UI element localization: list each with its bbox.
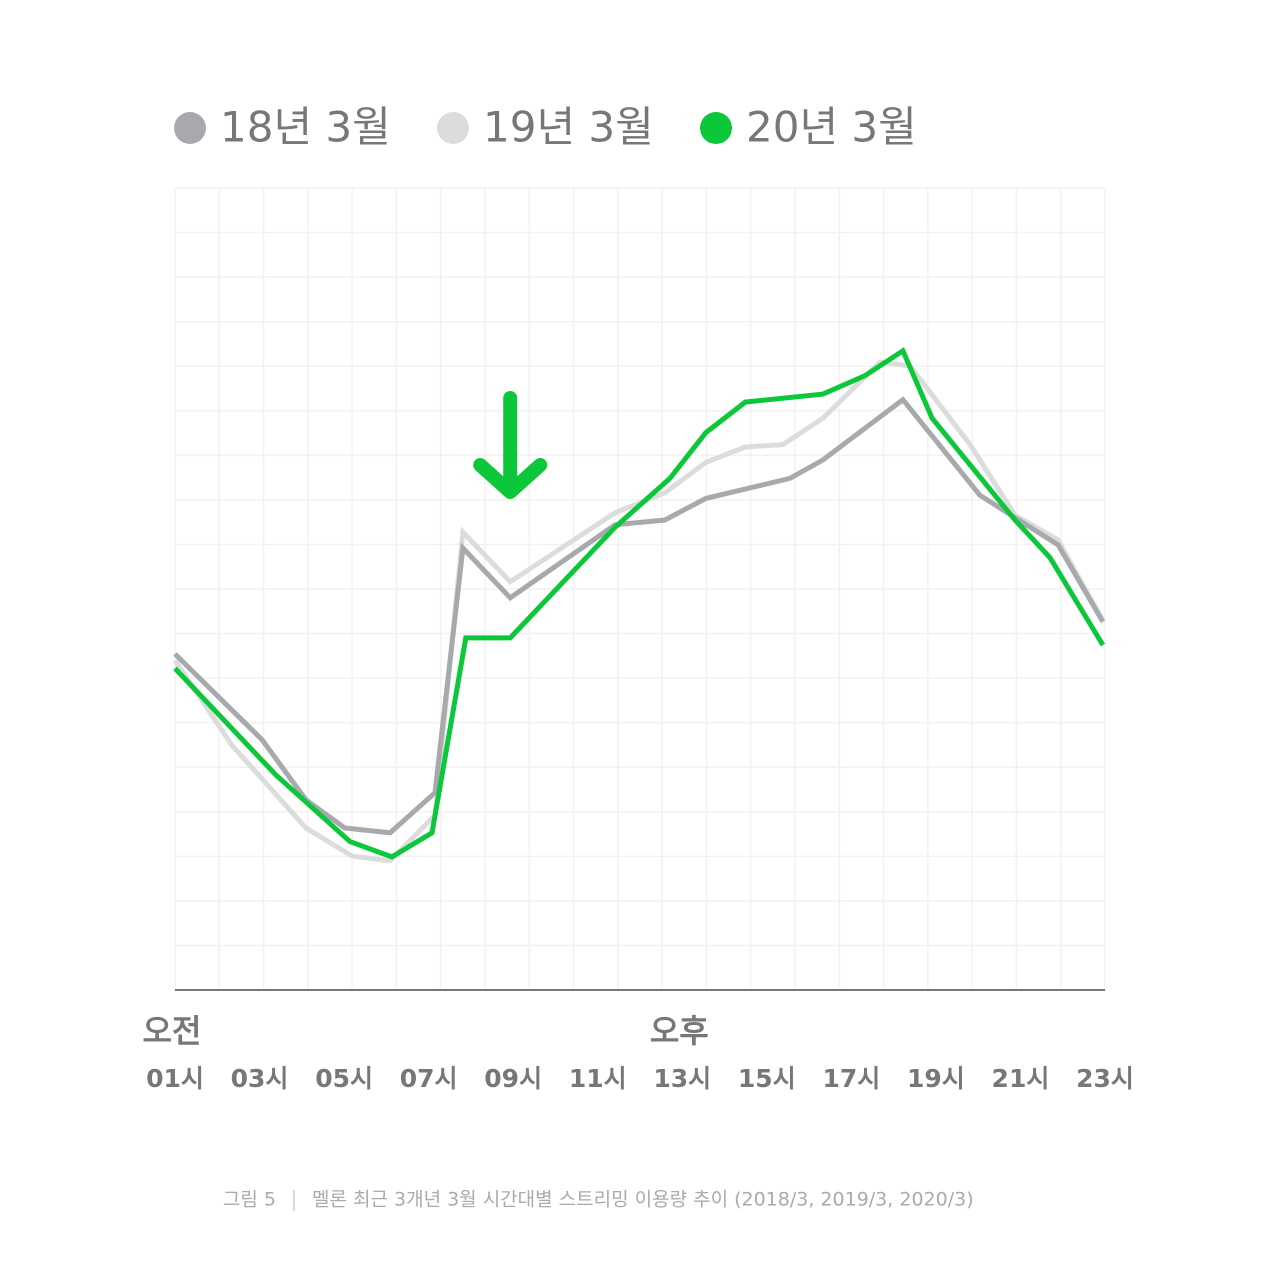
caption-text: 멜론 최근 3개년 3월 시간대별 스트리밍 이용량 추이 (2018/3, 2… (312, 1189, 974, 1211)
x-tick-label: 01시 (146, 1064, 204, 1093)
x-tick-label: 17시 (822, 1064, 880, 1093)
legend-marker (700, 112, 732, 144)
caption-label: 그림 5 (223, 1189, 276, 1211)
x-tick-label: 13시 (653, 1064, 711, 1093)
legend-label: 18년 3월 (220, 103, 391, 152)
x-tick-label: 23시 (1076, 1064, 1134, 1093)
annotation-arrow (473, 391, 548, 499)
x-tick-label: 15시 (738, 1064, 796, 1093)
x-tick-label: 07시 (400, 1064, 458, 1093)
x-tick-label: 11시 (569, 1064, 627, 1093)
series-line (173, 347, 1106, 860)
legend-marker (174, 112, 206, 144)
x-tick-label: 03시 (231, 1064, 289, 1093)
legend-marker (437, 112, 469, 144)
x-tick-label: 05시 (315, 1064, 373, 1093)
period-label: 오전 (143, 1012, 202, 1050)
x-tick-label: 09시 (484, 1064, 542, 1093)
legend-label: 19년 3월 (483, 103, 654, 152)
x-tick-label: 21시 (992, 1064, 1050, 1093)
legend-label: 20년 3월 (746, 103, 917, 152)
series-line (173, 396, 1106, 836)
series-line (172, 359, 1106, 864)
period-label: 오후 (650, 1012, 709, 1050)
x-tick-label: 19시 (907, 1064, 965, 1093)
